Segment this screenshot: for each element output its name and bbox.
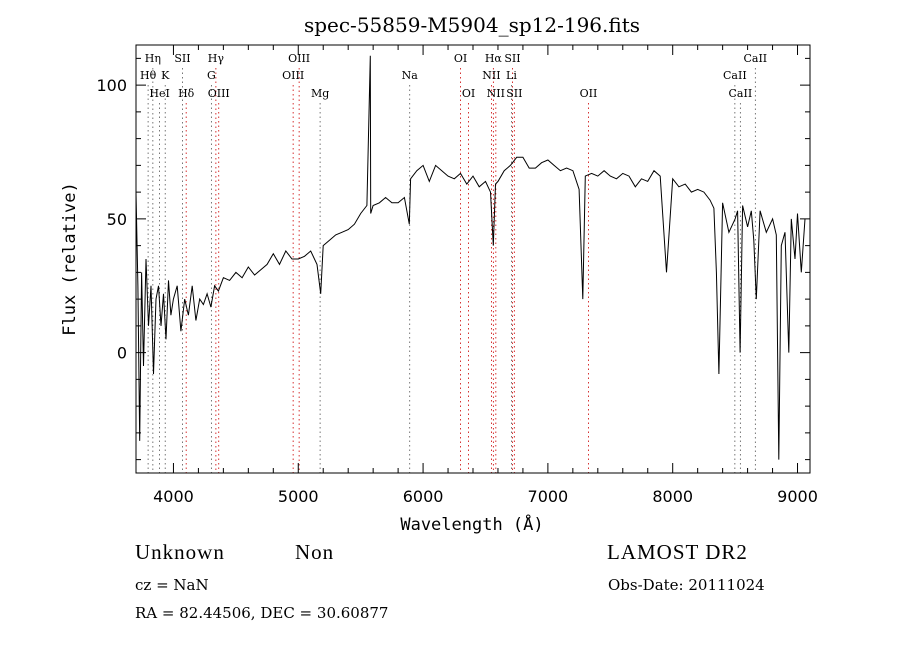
x-tick-label: 4000 — [153, 487, 194, 506]
x-tick-label: 5000 — [278, 487, 319, 506]
y-tick-label: 50 — [107, 210, 127, 229]
spectrum-series-line — [135, 55, 806, 460]
y-tick-label: 100 — [96, 76, 127, 95]
y-axis-ticks: 0 50 100 — [96, 57, 810, 461]
x-tick-label: 9000 — [777, 487, 818, 506]
subclass-label: Non — [295, 540, 335, 564]
line-marker-hei-label: HeI — [149, 87, 169, 100]
line-marker-sii-label: SII — [506, 87, 522, 100]
line-marker-li-label: Li — [506, 69, 517, 82]
line-marker-oii-label: OII — [580, 87, 598, 100]
line-marker-caii-label: CaII — [743, 52, 767, 65]
line-marker-mg-label: Mg — [311, 87, 329, 100]
line-marker-g-label: G — [207, 69, 216, 82]
line-marker-caii-label: CaII — [729, 87, 753, 100]
line-marker-na-label: Na — [402, 69, 419, 82]
x-tick-label: 7000 — [528, 487, 569, 506]
x-axis-ticks: 4000 5000 6000 7000 8000 9000 — [153, 45, 818, 506]
line-marker-hη-label: Hη — [145, 52, 161, 65]
line-marker-caii-label: CaII — [723, 69, 747, 82]
line-marker-oi-label: OI — [462, 87, 475, 100]
line-marker-hθ-label: Hθ — [140, 69, 157, 82]
line-marker-oiii-label: OIII — [208, 87, 230, 100]
y-tick-label: 0 — [117, 344, 127, 363]
chart-title: spec-55859-M5904_sp12-196.fits — [304, 13, 640, 37]
line-marker-lines — [147, 68, 756, 473]
line-marker-hα-label: Hα — [485, 52, 503, 65]
line-marker-oiii-label: OIII — [282, 69, 304, 82]
plot-frame — [135, 44, 811, 474]
x-tick-label: 8000 — [652, 487, 693, 506]
line-marker-oiii-label: OIII — [288, 52, 310, 65]
survey-label: LAMOST DR2 — [607, 540, 748, 564]
line-marker-nii-label: NII — [482, 69, 500, 82]
line-marker-oi-label: OI — [454, 52, 467, 65]
y-axis-label: Flux (relative) — [60, 182, 80, 336]
cz-value: cz = NaN — [135, 576, 209, 594]
x-axis-label: Wavelength (Å) — [400, 513, 543, 535]
line-marker-sii-label: SII — [504, 52, 520, 65]
line-marker-sii-label: SII — [174, 52, 190, 65]
class-label: Unknown — [135, 540, 225, 564]
line-marker-hγ-label: Hγ — [208, 52, 225, 65]
line-marker-hδ-label: Hδ — [178, 87, 195, 100]
line-marker-k-label: K — [161, 69, 170, 82]
x-tick-label: 6000 — [403, 487, 444, 506]
obs-date: Obs-Date: 20111024 — [608, 576, 765, 594]
line-marker-nii-label: NII — [487, 87, 505, 100]
coordinates: RA = 82.44506, DEC = 30.60877 — [135, 604, 389, 622]
